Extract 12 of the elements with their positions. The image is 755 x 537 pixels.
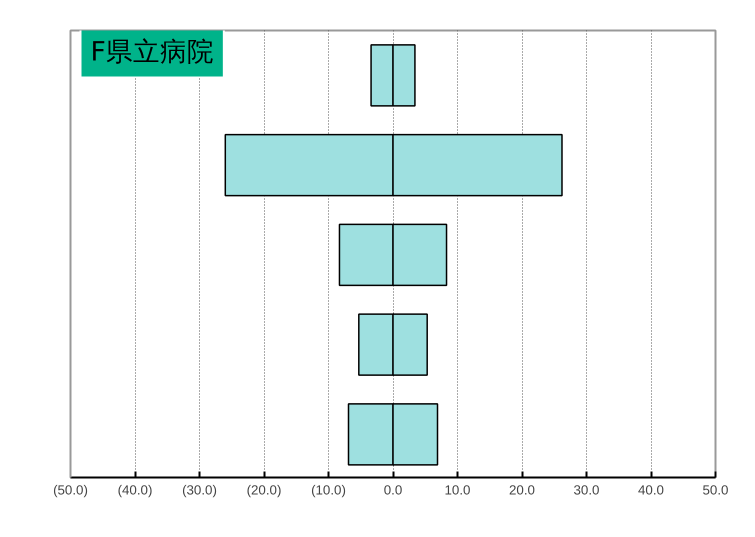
x-tick-label: 30.0 <box>574 482 600 498</box>
x-tick-label: (40.0) <box>118 482 152 498</box>
x-tick-label: 10.0 <box>444 482 470 498</box>
chart-title: F県立病院 <box>90 36 214 68</box>
x-tick-label: (20.0) <box>246 482 282 498</box>
x-tick-label: (30.0) <box>182 482 217 498</box>
x-tick-label: 0.0 <box>384 482 402 498</box>
x-tick-label: 50.0 <box>702 482 728 498</box>
x-tick-label: 20.0 <box>509 482 535 498</box>
x-tick-label: 40.0 <box>638 482 664 498</box>
x-tick-label: (50.0) <box>53 482 88 498</box>
x-tick-label: (10.0) <box>311 482 346 498</box>
